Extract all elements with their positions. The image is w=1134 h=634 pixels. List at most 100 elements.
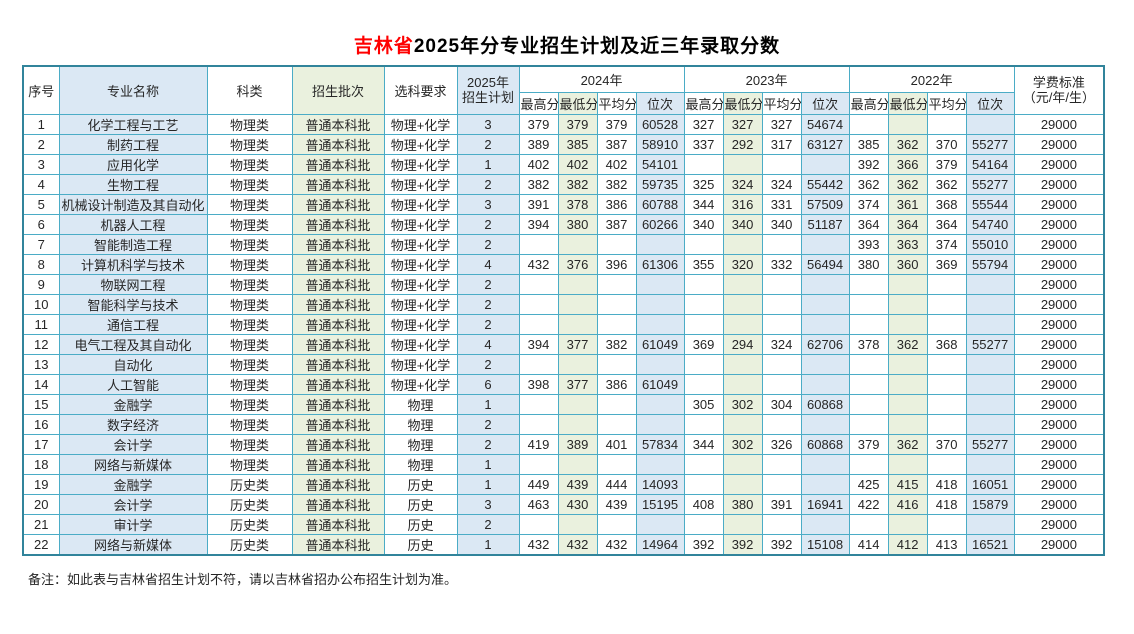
cell-plan-2025: 2 [456,433,520,455]
cell-subject-req: 物理+化学 [383,113,458,135]
cell-2022-max: 392 [848,153,889,175]
cell-2023-avg: 340 [761,213,802,235]
cell-2024-max [518,293,559,315]
cell-2023-rank: 51187 [800,213,850,235]
header-2024-min: 最低分 [557,91,598,115]
cell-batch: 普通本科批 [291,213,385,235]
cell-2023-rank [800,273,850,295]
cell-2023-min [722,353,763,375]
cell-2022-min [887,453,928,475]
cell-fee: 29000 [1013,293,1105,315]
cell-2022-rank: 55544 [965,193,1015,215]
cell-seq: 4 [22,173,60,195]
cell-2023-rank [800,453,850,475]
cell-category: 物理类 [206,173,293,195]
cell-2024-max [518,393,559,415]
cell-2024-avg [596,353,637,375]
cell-2022-min: 366 [887,153,928,175]
header-2022-min: 最低分 [887,91,928,115]
header-2024-avg: 平均分 [596,91,637,115]
cell-category: 历史类 [206,533,293,555]
cell-2023-rank [800,473,850,495]
cell-2022-min: 416 [887,493,928,515]
cell-fee: 29000 [1013,513,1105,535]
cell-2022-avg [926,373,967,395]
cell-2024-rank [635,313,685,335]
cell-seq: 12 [22,333,60,355]
cell-subject-req: 历史 [383,493,458,515]
cell-2024-rank: 57834 [635,433,685,455]
cell-fee: 29000 [1013,213,1105,235]
cell-2024-avg [596,413,637,435]
cell-2023-min [722,313,763,335]
cell-2022-rank [965,113,1015,135]
cell-2022-rank [965,293,1015,315]
cell-2023-max [683,233,724,255]
cell-2023-rank [800,353,850,375]
table-row: 15 金融学 物理类 普通本科批 物理 1 305 302 304 60868 29000 [22,393,1105,415]
cell-major: 物联网工程 [58,273,208,295]
table-row: 4 生物工程 物理类 普通本科批 物理+化学 2 382 382 382 59735 325 324 3… [22,173,1105,195]
cell-2024-max: 394 [518,333,559,355]
cell-2022-avg [926,273,967,295]
cell-plan-2025: 2 [456,313,520,335]
cell-2023-avg [761,413,802,435]
cell-batch: 普通本科批 [291,473,385,495]
cell-2023-max [683,413,724,435]
cell-2024-rank [635,293,685,315]
cell-2022-rank [965,373,1015,395]
cell-2023-max [683,273,724,295]
cell-2022-rank: 55277 [965,133,1015,155]
table-row: 9 物联网工程 物理类 普通本科批 物理+化学 2 29000 [22,273,1105,295]
cell-2023-rank: 16941 [800,493,850,515]
cell-2023-max: 327 [683,113,724,135]
cell-2022-avg: 370 [926,433,967,455]
cell-subject-req: 物理+化学 [383,313,458,335]
cell-2023-max: 337 [683,133,724,155]
cell-2023-min: 316 [722,193,763,215]
cell-2024-avg: 382 [596,333,637,355]
cell-fee: 29000 [1013,173,1105,195]
cell-fee: 29000 [1013,453,1105,475]
cell-seq: 21 [22,513,60,535]
cell-subject-req: 物理+化学 [383,293,458,315]
header-year-2022: 2022年 [848,65,1015,93]
cell-2023-rank: 60868 [800,393,850,415]
cell-2022-max [848,413,889,435]
cell-2023-max: 369 [683,333,724,355]
table-row: 22 网络与新媒体 历史类 普通本科批 历史 1 432 432 432 14964 392 392 3… [22,533,1105,555]
cell-plan-2025: 3 [456,493,520,515]
table-row: 16 数字经济 物理类 普通本科批 物理 2 29000 [22,413,1105,435]
cell-2023-avg: 324 [761,333,802,355]
cell-2024-min [557,453,598,475]
cell-major: 电气工程及其自动化 [58,333,208,355]
cell-2022-rank: 16521 [965,533,1015,555]
cell-2022-rank: 54740 [965,213,1015,235]
cell-plan-2025: 2 [456,293,520,315]
cell-plan-2025: 2 [456,213,520,235]
cell-2023-avg: 392 [761,533,802,555]
cell-subject-req: 物理+化学 [383,273,458,295]
table-row: 14 人工智能 物理类 普通本科批 物理+化学 6 398 377 386 61049 29000 [22,373,1105,395]
cell-2022-max [848,513,889,535]
cell-major: 机器人工程 [58,213,208,235]
cell-2023-min [722,453,763,475]
cell-2022-min: 362 [887,333,928,355]
cell-2023-rank [800,233,850,255]
cell-category: 物理类 [206,133,293,155]
cell-category: 物理类 [206,313,293,335]
cell-2024-max: 379 [518,113,559,135]
cell-2024-min: 385 [557,133,598,155]
cell-2023-min [722,233,763,255]
cell-plan-2025: 3 [456,193,520,215]
cell-2022-avg [926,353,967,375]
cell-2023-min: 324 [722,173,763,195]
cell-seq: 3 [22,153,60,175]
cell-2022-min: 361 [887,193,928,215]
cell-2022-avg: 413 [926,533,967,555]
cell-2024-rank [635,393,685,415]
cell-2023-avg [761,473,802,495]
cell-2023-avg [761,233,802,255]
cell-plan-2025: 1 [456,153,520,175]
cell-category: 物理类 [206,293,293,315]
